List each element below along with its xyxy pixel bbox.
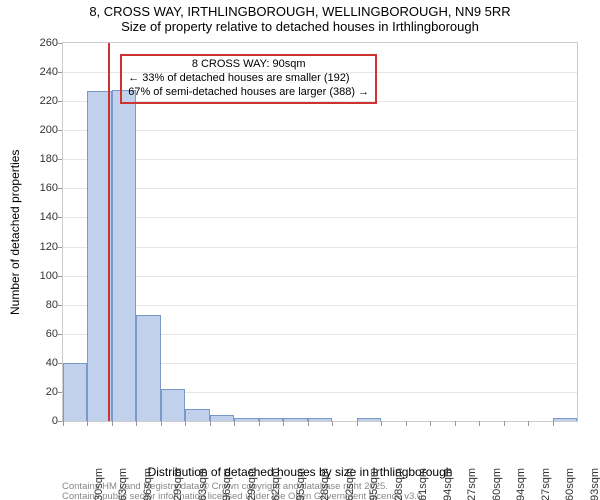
y-tick-label: 0 [18, 415, 58, 427]
x-tick-mark [430, 421, 431, 426]
x-tick-label: 660sqm [564, 468, 576, 500]
x-tick-mark [553, 421, 554, 426]
y-tick-mark [57, 43, 62, 44]
gridline [63, 130, 577, 131]
y-tick-label: 40 [18, 357, 58, 369]
property-indicator-line [108, 43, 110, 421]
x-tick-mark [479, 421, 480, 426]
y-tick-mark [57, 159, 62, 160]
x-tick-mark [504, 421, 505, 426]
x-tick-label: 328sqm [319, 468, 331, 500]
y-axis-label: Number of detached properties [8, 149, 22, 314]
gridline [63, 159, 577, 160]
y-tick-label: 120 [18, 241, 58, 253]
y-tick-mark [57, 130, 62, 131]
title-line-1: 8, CROSS WAY, IRTHLINGBOROUGH, WELLINGBO… [0, 4, 600, 19]
x-tick-mark [332, 421, 333, 426]
callout-line: ← 33% of detached houses are smaller (19… [128, 72, 369, 86]
x-tick-label: 428sqm [393, 468, 405, 500]
x-tick-mark [161, 421, 162, 426]
x-tick-label: 560sqm [491, 468, 503, 500]
x-tick-label: 163sqm [197, 468, 209, 500]
x-tick-label: 262sqm [270, 468, 282, 500]
histogram-bar [63, 363, 87, 421]
x-tick-label: 229sqm [246, 468, 258, 500]
x-tick-mark [185, 421, 186, 426]
y-tick-label: 240 [18, 66, 58, 78]
title-block: 8, CROSS WAY, IRTHLINGBOROUGH, WELLINGBO… [0, 4, 600, 34]
y-tick-mark [57, 72, 62, 73]
x-tick-mark [308, 421, 309, 426]
x-tick-mark [528, 421, 529, 426]
x-tick-label: 395sqm [368, 468, 380, 500]
y-tick-mark [57, 305, 62, 306]
histogram-bar [283, 418, 307, 421]
y-tick-label: 220 [18, 95, 58, 107]
chart-root: 8, CROSS WAY, IRTHLINGBOROUGH, WELLINGBO… [0, 0, 600, 500]
histogram-bar [112, 90, 136, 421]
y-tick-mark [57, 101, 62, 102]
x-tick-mark [210, 421, 211, 426]
y-tick-label: 60 [18, 328, 58, 340]
callout-box: 8 CROSS WAY: 90sqm← 33% of detached hous… [120, 54, 377, 104]
histogram-bar [357, 418, 381, 421]
x-tick-mark [357, 421, 358, 426]
x-tick-mark [406, 421, 407, 426]
y-tick-mark [57, 334, 62, 335]
y-tick-label: 200 [18, 124, 58, 136]
x-tick-mark [112, 421, 113, 426]
gridline [63, 247, 577, 248]
y-tick-mark [57, 188, 62, 189]
x-tick-label: 627sqm [540, 468, 552, 500]
x-tick-label: 461sqm [417, 468, 429, 500]
y-tick-mark [57, 421, 62, 422]
x-tick-mark [259, 421, 260, 426]
x-tick-mark [63, 421, 64, 426]
x-tick-mark [283, 421, 284, 426]
x-tick-label: 63sqm [118, 468, 130, 500]
histogram-bar [136, 315, 160, 421]
y-tick-mark [57, 247, 62, 248]
x-tick-mark [87, 421, 88, 426]
y-tick-label: 20 [18, 386, 58, 398]
y-tick-label: 180 [18, 153, 58, 165]
y-tick-label: 80 [18, 299, 58, 311]
gridline [63, 305, 577, 306]
y-tick-mark [57, 276, 62, 277]
title-line-2: Size of property relative to detached ho… [0, 19, 600, 34]
y-tick-label: 140 [18, 211, 58, 223]
histogram-bar [161, 389, 185, 421]
y-tick-label: 260 [18, 37, 58, 49]
x-tick-label: 196sqm [222, 468, 234, 500]
histogram-bar [259, 418, 283, 421]
histogram-bar [185, 409, 209, 421]
x-tick-label: 594sqm [515, 468, 527, 500]
y-tick-label: 100 [18, 270, 58, 282]
x-tick-mark [455, 421, 456, 426]
x-tick-label: 362sqm [344, 468, 356, 500]
x-tick-label: 129sqm [173, 468, 185, 500]
x-tick-label: 494sqm [442, 468, 454, 500]
y-tick-label: 160 [18, 182, 58, 194]
x-tick-label: 30sqm [93, 468, 105, 500]
callout-line: 67% of semi-detached houses are larger (… [128, 86, 369, 100]
x-tick-label: 693sqm [589, 468, 600, 500]
histogram-bar [553, 418, 577, 421]
x-tick-mark [381, 421, 382, 426]
histogram-bar [210, 415, 234, 421]
x-tick-label: 527sqm [466, 468, 478, 500]
y-tick-mark [57, 392, 62, 393]
y-tick-mark [57, 217, 62, 218]
histogram-bar [308, 418, 332, 421]
histogram-bar [234, 418, 258, 421]
x-tick-mark [136, 421, 137, 426]
x-tick-mark [234, 421, 235, 426]
gridline [63, 188, 577, 189]
gridline [63, 217, 577, 218]
y-tick-mark [57, 363, 62, 364]
callout-line: 8 CROSS WAY: 90sqm [128, 58, 369, 72]
gridline [63, 276, 577, 277]
x-tick-label: 295sqm [295, 468, 307, 500]
x-tick-label: 96sqm [142, 468, 154, 500]
